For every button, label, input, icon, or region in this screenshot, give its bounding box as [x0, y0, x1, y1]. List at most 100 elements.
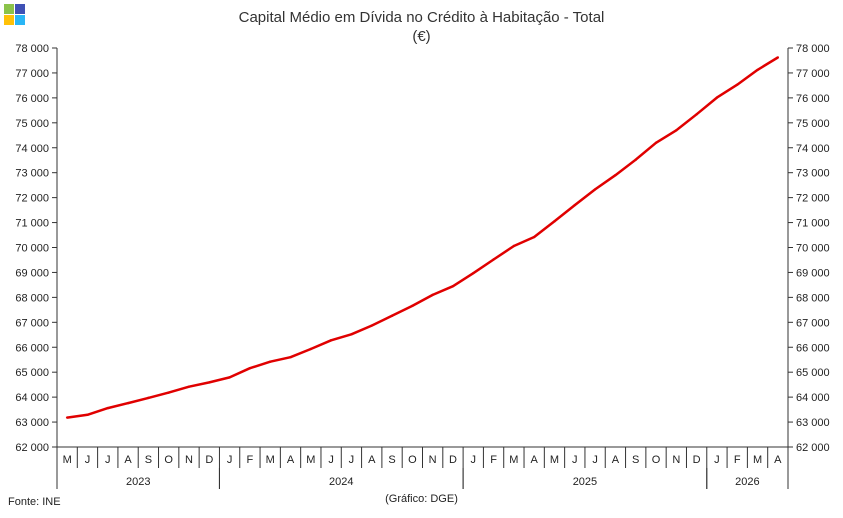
y-tick-label-left: 71 000 — [15, 218, 49, 230]
y-tick-label-left: 65 000 — [15, 367, 49, 379]
x-tick-label: A — [531, 454, 539, 466]
y-tick-label-right: 75 000 — [796, 118, 830, 130]
x-tick-label: J — [714, 454, 720, 466]
y-tick-label-left: 68 000 — [15, 292, 49, 304]
chart-title: Capital Médio em Dívida no Crédito à Hab… — [238, 9, 605, 26]
y-tick-label-right: 66 000 — [796, 342, 830, 354]
y-tick-label-left: 67 000 — [15, 317, 49, 329]
y-tick-label-right: 70 000 — [796, 243, 830, 255]
data-point — [695, 113, 698, 116]
data-point — [370, 324, 373, 327]
data-point — [86, 413, 89, 417]
x-tick-label: A — [612, 454, 620, 466]
x-tick-label: M — [753, 454, 762, 466]
x-tick-label: D — [693, 454, 701, 466]
data-point — [147, 396, 150, 400]
data-point — [309, 347, 313, 351]
logo — [4, 4, 26, 26]
data-point — [329, 339, 333, 342]
x-tick-label: A — [287, 454, 295, 466]
x-tick-label: J — [227, 454, 233, 466]
data-point — [126, 401, 130, 405]
x-tick-label: J — [592, 454, 598, 466]
x-tick-label: S — [632, 454, 639, 466]
source-note: Fonte: INE — [8, 496, 61, 508]
y-tick-label-right: 64 000 — [796, 392, 830, 404]
y-tick-label-left: 78 000 — [15, 43, 49, 55]
y-tick-label-right: 68 000 — [796, 292, 830, 304]
y-tick-label-right: 72 000 — [796, 193, 830, 205]
y-tick-label-right: 65 000 — [796, 367, 830, 379]
data-point — [248, 366, 252, 370]
data-point — [289, 356, 292, 359]
data-point — [65, 416, 69, 419]
year-label: 2025 — [573, 476, 597, 488]
y-tick-label-left: 76 000 — [15, 93, 49, 105]
data-point — [512, 244, 516, 248]
x-tick-label: S — [145, 454, 152, 466]
x-tick-label: F — [247, 454, 254, 466]
x-tick-label: N — [185, 454, 193, 466]
data-point — [634, 158, 637, 161]
data-point — [492, 258, 495, 261]
y-tick-label-left: 75 000 — [15, 118, 49, 130]
x-tick-label: M — [266, 454, 275, 466]
logo-square-bottom-right — [15, 15, 25, 25]
y-tick-label-left: 72 000 — [15, 193, 49, 205]
logo-square-bottom-left — [4, 15, 14, 25]
x-tick-label: J — [572, 454, 578, 466]
x-tick-label: O — [408, 454, 417, 466]
data-point — [573, 203, 576, 207]
data-point — [208, 381, 211, 384]
x-tick-label: N — [429, 454, 437, 466]
data-point — [715, 96, 719, 99]
x-tick-label: S — [388, 454, 395, 466]
y-tick-label-left: 73 000 — [15, 168, 49, 180]
x-tick-label: A — [774, 454, 782, 466]
data-point — [350, 333, 353, 336]
data-point — [532, 235, 536, 239]
year-label: 2026 — [735, 476, 759, 488]
y-tick-label-right: 77 000 — [796, 68, 830, 80]
y-tick-label-left: 64 000 — [15, 392, 49, 404]
y-tick-label-right: 67 000 — [796, 317, 830, 329]
logo-square-top-right — [15, 4, 25, 14]
data-point — [675, 129, 678, 132]
data-point — [451, 284, 455, 288]
x-tick-label: M — [550, 454, 559, 466]
data-point — [106, 406, 109, 410]
y-tick-label-left: 69 000 — [15, 267, 49, 279]
series-line — [67, 56, 779, 419]
data-point — [736, 83, 739, 86]
y-tick-label-left: 62 000 — [15, 442, 49, 454]
x-tick-label: M — [306, 454, 315, 466]
y-tick-label-right: 73 000 — [796, 168, 830, 180]
x-tick-label: J — [328, 454, 334, 466]
data-point — [756, 68, 759, 72]
y-tick-label-right: 74 000 — [796, 143, 830, 155]
data-point — [411, 304, 414, 308]
y-tick-label-right: 63 000 — [796, 417, 830, 429]
data-point — [390, 314, 394, 318]
chart-subtitle: (€) — [412, 28, 431, 45]
x-tick-label: D — [205, 454, 213, 466]
y-tick-label-left: 66 000 — [15, 342, 49, 354]
x-tick-label: F — [734, 454, 741, 466]
x-tick-label: O — [164, 454, 173, 466]
x-tick-label: J — [105, 454, 111, 466]
data-point — [167, 391, 170, 394]
chart-title-block: Capital Médio em Dívida no Crédito à Hab… — [0, 8, 843, 46]
x-tick-label: F — [490, 454, 497, 466]
data-point — [553, 220, 556, 223]
x-tick-label: M — [63, 454, 72, 466]
x-tick-label: M — [509, 454, 518, 466]
y-tick-label-right: 69 000 — [796, 267, 830, 279]
data-point — [431, 293, 434, 297]
x-tick-label: J — [471, 454, 477, 466]
data-point — [654, 141, 658, 144]
data-point — [776, 56, 780, 59]
data-point — [472, 271, 475, 275]
data-point — [187, 385, 191, 388]
year-label: 2023 — [126, 476, 150, 488]
